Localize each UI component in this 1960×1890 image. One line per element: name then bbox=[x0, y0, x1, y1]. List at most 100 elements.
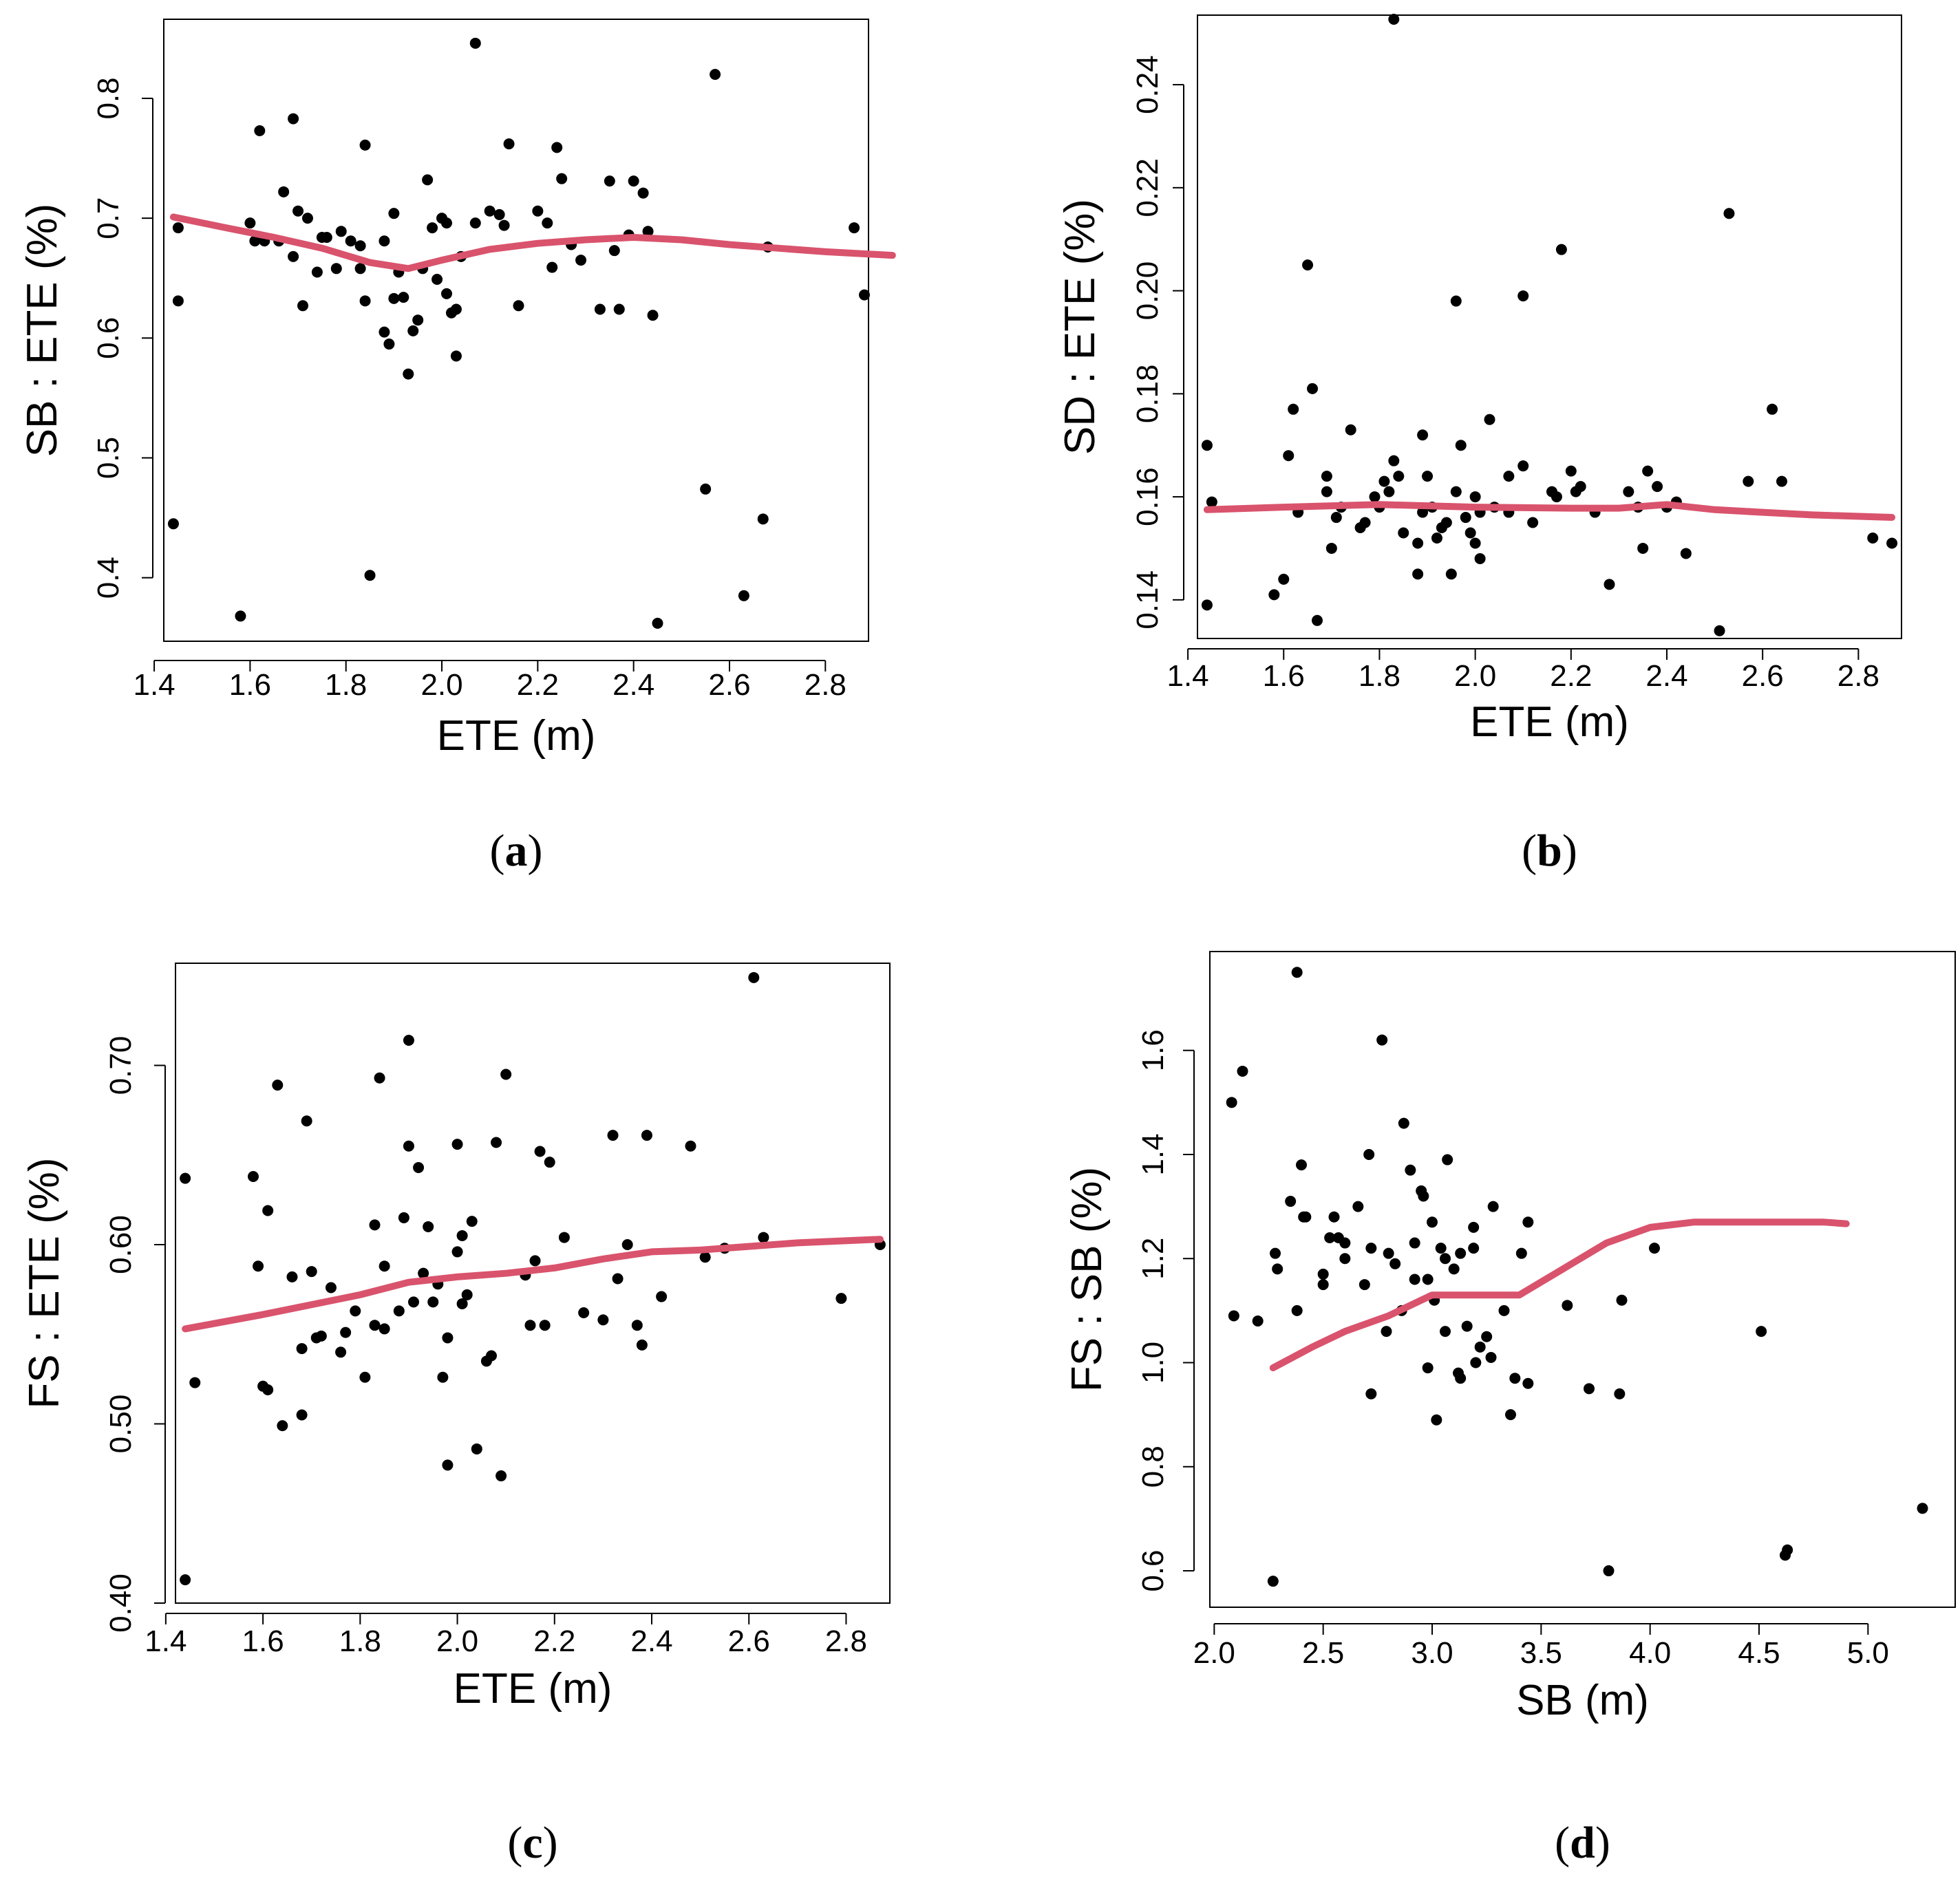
data-point bbox=[422, 174, 434, 186]
data-point bbox=[427, 1296, 439, 1308]
x-tick-label: 2.2 bbox=[1550, 659, 1592, 693]
data-point bbox=[637, 187, 649, 199]
data-point bbox=[393, 1305, 405, 1317]
data-point bbox=[288, 250, 299, 262]
data-point bbox=[1427, 1216, 1438, 1228]
x-tick-label: 3.0 bbox=[1411, 1636, 1453, 1670]
data-point bbox=[1285, 1196, 1297, 1207]
data-point bbox=[440, 217, 452, 229]
data-point bbox=[311, 266, 323, 278]
data-point bbox=[437, 1371, 449, 1383]
panel-label: (a) bbox=[490, 826, 543, 876]
y-tick-label: 0.8 bbox=[92, 77, 125, 119]
data-point bbox=[1330, 512, 1342, 524]
data-point bbox=[408, 1296, 419, 1308]
data-point bbox=[1474, 1341, 1486, 1353]
data-point bbox=[578, 1307, 590, 1318]
data-point bbox=[498, 219, 510, 231]
data-point bbox=[1435, 1243, 1447, 1254]
data-point bbox=[1352, 1201, 1364, 1212]
data-point bbox=[403, 1035, 414, 1046]
y-axis-title: SD : ETE (%) bbox=[1056, 199, 1104, 455]
x-axis-title: SB (m) bbox=[1516, 1677, 1649, 1724]
data-point bbox=[558, 1232, 570, 1243]
y-tick-label: 1.2 bbox=[1136, 1238, 1170, 1280]
smooth-line bbox=[169, 213, 896, 272]
x-tick-label: 2.6 bbox=[708, 668, 750, 702]
data-point bbox=[597, 1314, 609, 1326]
data-point bbox=[315, 1330, 327, 1342]
data-point bbox=[379, 235, 390, 247]
data-point bbox=[189, 1377, 201, 1388]
data-point bbox=[1291, 967, 1303, 978]
data-point bbox=[1300, 1211, 1312, 1223]
data-point bbox=[1388, 455, 1400, 466]
data-point bbox=[278, 186, 290, 197]
x-tick-label: 4.0 bbox=[1629, 1636, 1671, 1670]
x-tick-label: 1.8 bbox=[339, 1624, 381, 1658]
data-point bbox=[685, 1140, 696, 1152]
data-point bbox=[249, 235, 261, 247]
data-point bbox=[253, 1260, 264, 1272]
data-point bbox=[608, 245, 620, 257]
data-point bbox=[461, 1289, 473, 1300]
data-point bbox=[1422, 1362, 1434, 1374]
data-point bbox=[1228, 1310, 1239, 1322]
data-point bbox=[1278, 573, 1290, 585]
data-point bbox=[432, 273, 443, 285]
data-point bbox=[1522, 1216, 1534, 1228]
data-point bbox=[288, 113, 299, 125]
data-point bbox=[485, 1350, 497, 1362]
data-point bbox=[1321, 486, 1332, 497]
panel-a: 1.4 1.6 1.8 2.0 2.2 2.4 2.6 2.8 0.4 0.5 0.6 0.7 0.8 E… bbox=[19, 19, 896, 876]
data-point bbox=[1527, 517, 1539, 528]
data-point bbox=[493, 208, 505, 220]
data-point bbox=[272, 1080, 284, 1091]
data-point bbox=[1412, 568, 1424, 580]
data-point bbox=[172, 295, 184, 307]
x-tick-label: 3.5 bbox=[1520, 1636, 1562, 1670]
data-point bbox=[758, 1232, 769, 1243]
data-point bbox=[1206, 496, 1217, 508]
data-point bbox=[539, 1320, 551, 1331]
data-point bbox=[1461, 1320, 1473, 1332]
x-tick-label: 2.5 bbox=[1302, 1636, 1344, 1670]
y-tick-label: 0.20 bbox=[1131, 261, 1164, 321]
data-point bbox=[1431, 532, 1442, 544]
data-point bbox=[1562, 1300, 1573, 1311]
data-point bbox=[350, 1305, 361, 1317]
x-tick-label: 5.0 bbox=[1847, 1636, 1889, 1670]
data-point bbox=[1417, 506, 1429, 518]
data-point bbox=[379, 1323, 390, 1335]
data-point bbox=[450, 303, 462, 315]
data-point bbox=[1917, 1503, 1928, 1514]
data-point bbox=[451, 1246, 463, 1258]
data-point bbox=[1767, 403, 1778, 415]
data-point bbox=[532, 205, 544, 217]
data-point bbox=[1383, 486, 1395, 497]
data-point bbox=[1517, 460, 1529, 472]
data-point bbox=[1455, 1247, 1467, 1259]
data-point bbox=[418, 1267, 429, 1279]
data-point bbox=[321, 232, 332, 244]
data-point bbox=[647, 310, 659, 321]
data-point bbox=[469, 37, 481, 49]
y-tick-label: 0.40 bbox=[104, 1574, 138, 1633]
x-axis-title: ETE (m) bbox=[454, 1665, 612, 1712]
data-point bbox=[1398, 527, 1409, 539]
data-point bbox=[1714, 625, 1725, 636]
data-point bbox=[1267, 1576, 1279, 1587]
plot-frame bbox=[175, 963, 891, 1604]
data-point bbox=[1431, 1414, 1442, 1426]
y-tick-label: 0.24 bbox=[1131, 55, 1164, 114]
data-point bbox=[496, 1470, 507, 1482]
data-point bbox=[1551, 491, 1562, 503]
data-point bbox=[1317, 1279, 1329, 1291]
data-point bbox=[700, 483, 712, 495]
data-point bbox=[1450, 295, 1462, 307]
data-point bbox=[1339, 1253, 1351, 1265]
x-tick-label: 4.5 bbox=[1738, 1636, 1780, 1670]
data-point bbox=[1642, 465, 1654, 477]
data-point bbox=[699, 1252, 711, 1263]
data-point bbox=[172, 222, 184, 234]
